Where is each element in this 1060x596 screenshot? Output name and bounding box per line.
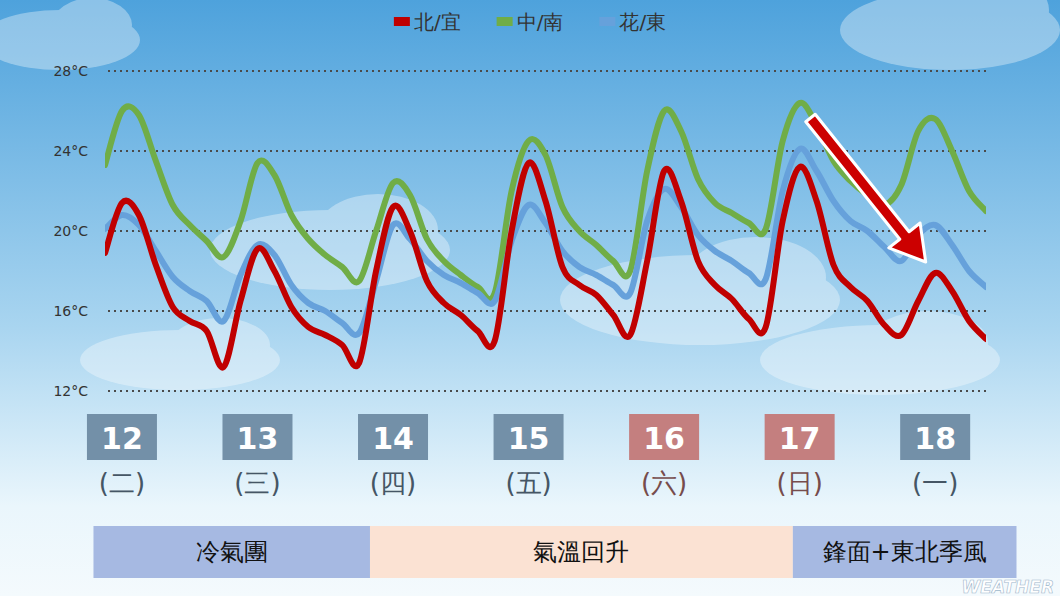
legend: 北/宜 中/南 花/東	[394, 10, 666, 34]
legend-item: 花/東	[599, 10, 666, 34]
x-tick-box	[87, 414, 157, 460]
x-tick-sublabel: (三)	[234, 468, 280, 498]
grid-line	[108, 150, 990, 152]
x-tick-box	[222, 414, 292, 460]
legend-label: 花/東	[619, 10, 666, 34]
series-line	[105, 162, 986, 367]
x-tick-label: 18	[914, 421, 956, 456]
x-tick-label: 13	[237, 421, 279, 456]
x-tick-box	[358, 414, 428, 460]
x-tick-label: 17	[779, 421, 821, 456]
period-band	[793, 526, 1017, 578]
grid-line	[108, 70, 990, 72]
legend-swatch	[599, 17, 615, 26]
period-bands: 冷氣團 氣溫回升 鋒面+東北季風	[93, 526, 1016, 578]
x-tick-box	[900, 414, 970, 460]
y-tick-label: 20°C	[53, 223, 88, 239]
x-tick-sublabel: (二)	[99, 468, 145, 498]
y-tick-label: 12°C	[53, 383, 88, 399]
x-tick-label: 12	[101, 421, 143, 456]
cloud	[52, 0, 132, 52]
x-tick-sublabel: (日)	[776, 468, 822, 498]
x-axis: 12 (二) 13 (三) 14 (四) 15 (五) 16 (六) 17 (日) 18 (一)	[87, 414, 970, 498]
y-tick-label: 24°C	[53, 143, 88, 159]
watermark: WEATHER	[962, 577, 1054, 596]
legend-label: 中/南	[517, 10, 564, 34]
x-tick-sublabel: (六)	[641, 468, 687, 498]
grid-line	[108, 390, 990, 392]
cloud	[939, 0, 1049, 46]
period-band	[93, 526, 369, 578]
background	[0, 0, 1060, 596]
y-tick-label: 16°C	[53, 303, 88, 319]
period-band	[370, 526, 793, 578]
x-tick-label: 14	[372, 421, 414, 456]
chart: 12°C16°C20°C24°C28°C北/宜中/南花/東12(二)13(三)1…	[0, 0, 1060, 596]
x-tick-sublabel: (五)	[505, 468, 551, 498]
lines	[105, 103, 986, 368]
x-tick-box	[765, 414, 835, 460]
legend-swatch	[394, 17, 410, 26]
y-tick-label: 28°C	[53, 63, 88, 79]
legend-item: 中/南	[497, 10, 564, 34]
legend-item: 北/宜	[394, 10, 461, 34]
x-tick-label: 16	[643, 421, 685, 456]
trend-arrow	[806, 114, 926, 262]
clouds	[0, 0, 1060, 395]
period-label: 氣溫回升	[533, 538, 629, 566]
x-tick-sublabel: (四)	[370, 468, 416, 498]
x-tick-box	[494, 414, 564, 460]
x-tick-sublabel: (一)	[912, 468, 958, 498]
legend-swatch	[497, 17, 513, 26]
y-axis: 12°C 16°C 20°C 24°C 28°C	[53, 63, 990, 399]
legend-label: 北/宜	[414, 10, 461, 34]
x-tick-label: 15	[508, 421, 550, 456]
x-tick-box	[629, 414, 699, 460]
period-label: 鋒面+東北季風	[823, 538, 987, 566]
period-label: 冷氣團	[196, 538, 268, 566]
